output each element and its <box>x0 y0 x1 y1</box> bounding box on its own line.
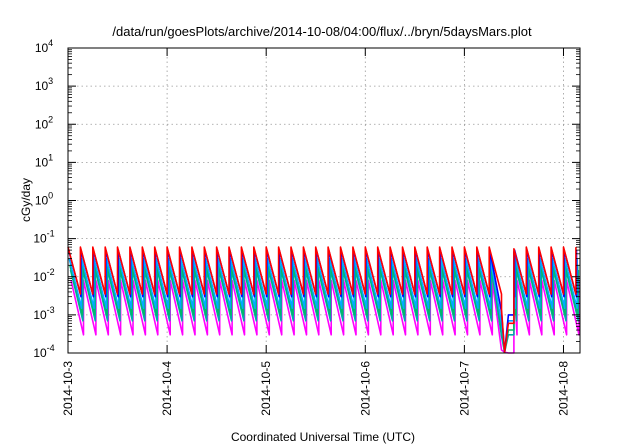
y-tick-label: 100 <box>35 191 53 208</box>
y-tick-label: 101 <box>35 152 53 169</box>
y-tick-label: 10-2 <box>33 267 54 284</box>
y-axis-title: cGy/day <box>19 178 33 222</box>
x-tick-label: 2014-10-4 <box>160 361 174 416</box>
y-tick-label: 10-1 <box>33 229 54 246</box>
y-tick-label: 10-3 <box>33 305 54 322</box>
y-tick-label: 102 <box>35 114 53 131</box>
series-line <box>67 246 577 353</box>
chart-title: /data/run/goesPlots/archive/2014-10-08/0… <box>112 24 532 39</box>
x-tick-label: 2014-10-3 <box>61 361 75 416</box>
y-tick-label: 10-4 <box>33 343 54 360</box>
x-axis: 2014-10-3 2014-10-4 2014-10-5 2014-10-6 2014… <box>61 48 570 416</box>
x-tick-label: 2014-10-6 <box>358 361 372 416</box>
y-tick-label: 104 <box>35 38 53 55</box>
series <box>67 246 580 354</box>
x-tick-label: 2014-10-5 <box>259 361 273 416</box>
x-axis-title: Coordinated Universal Time (UTC) <box>231 430 415 444</box>
x-tick-label: 2014-10-7 <box>457 361 471 416</box>
x-tick-label: 2014-10-8 <box>556 361 570 416</box>
grid <box>68 48 580 353</box>
y-axis: 10-4 10-3 10-2 10-1 100 101 102 103 104 <box>33 38 580 360</box>
y-tick-label: 103 <box>35 76 53 93</box>
